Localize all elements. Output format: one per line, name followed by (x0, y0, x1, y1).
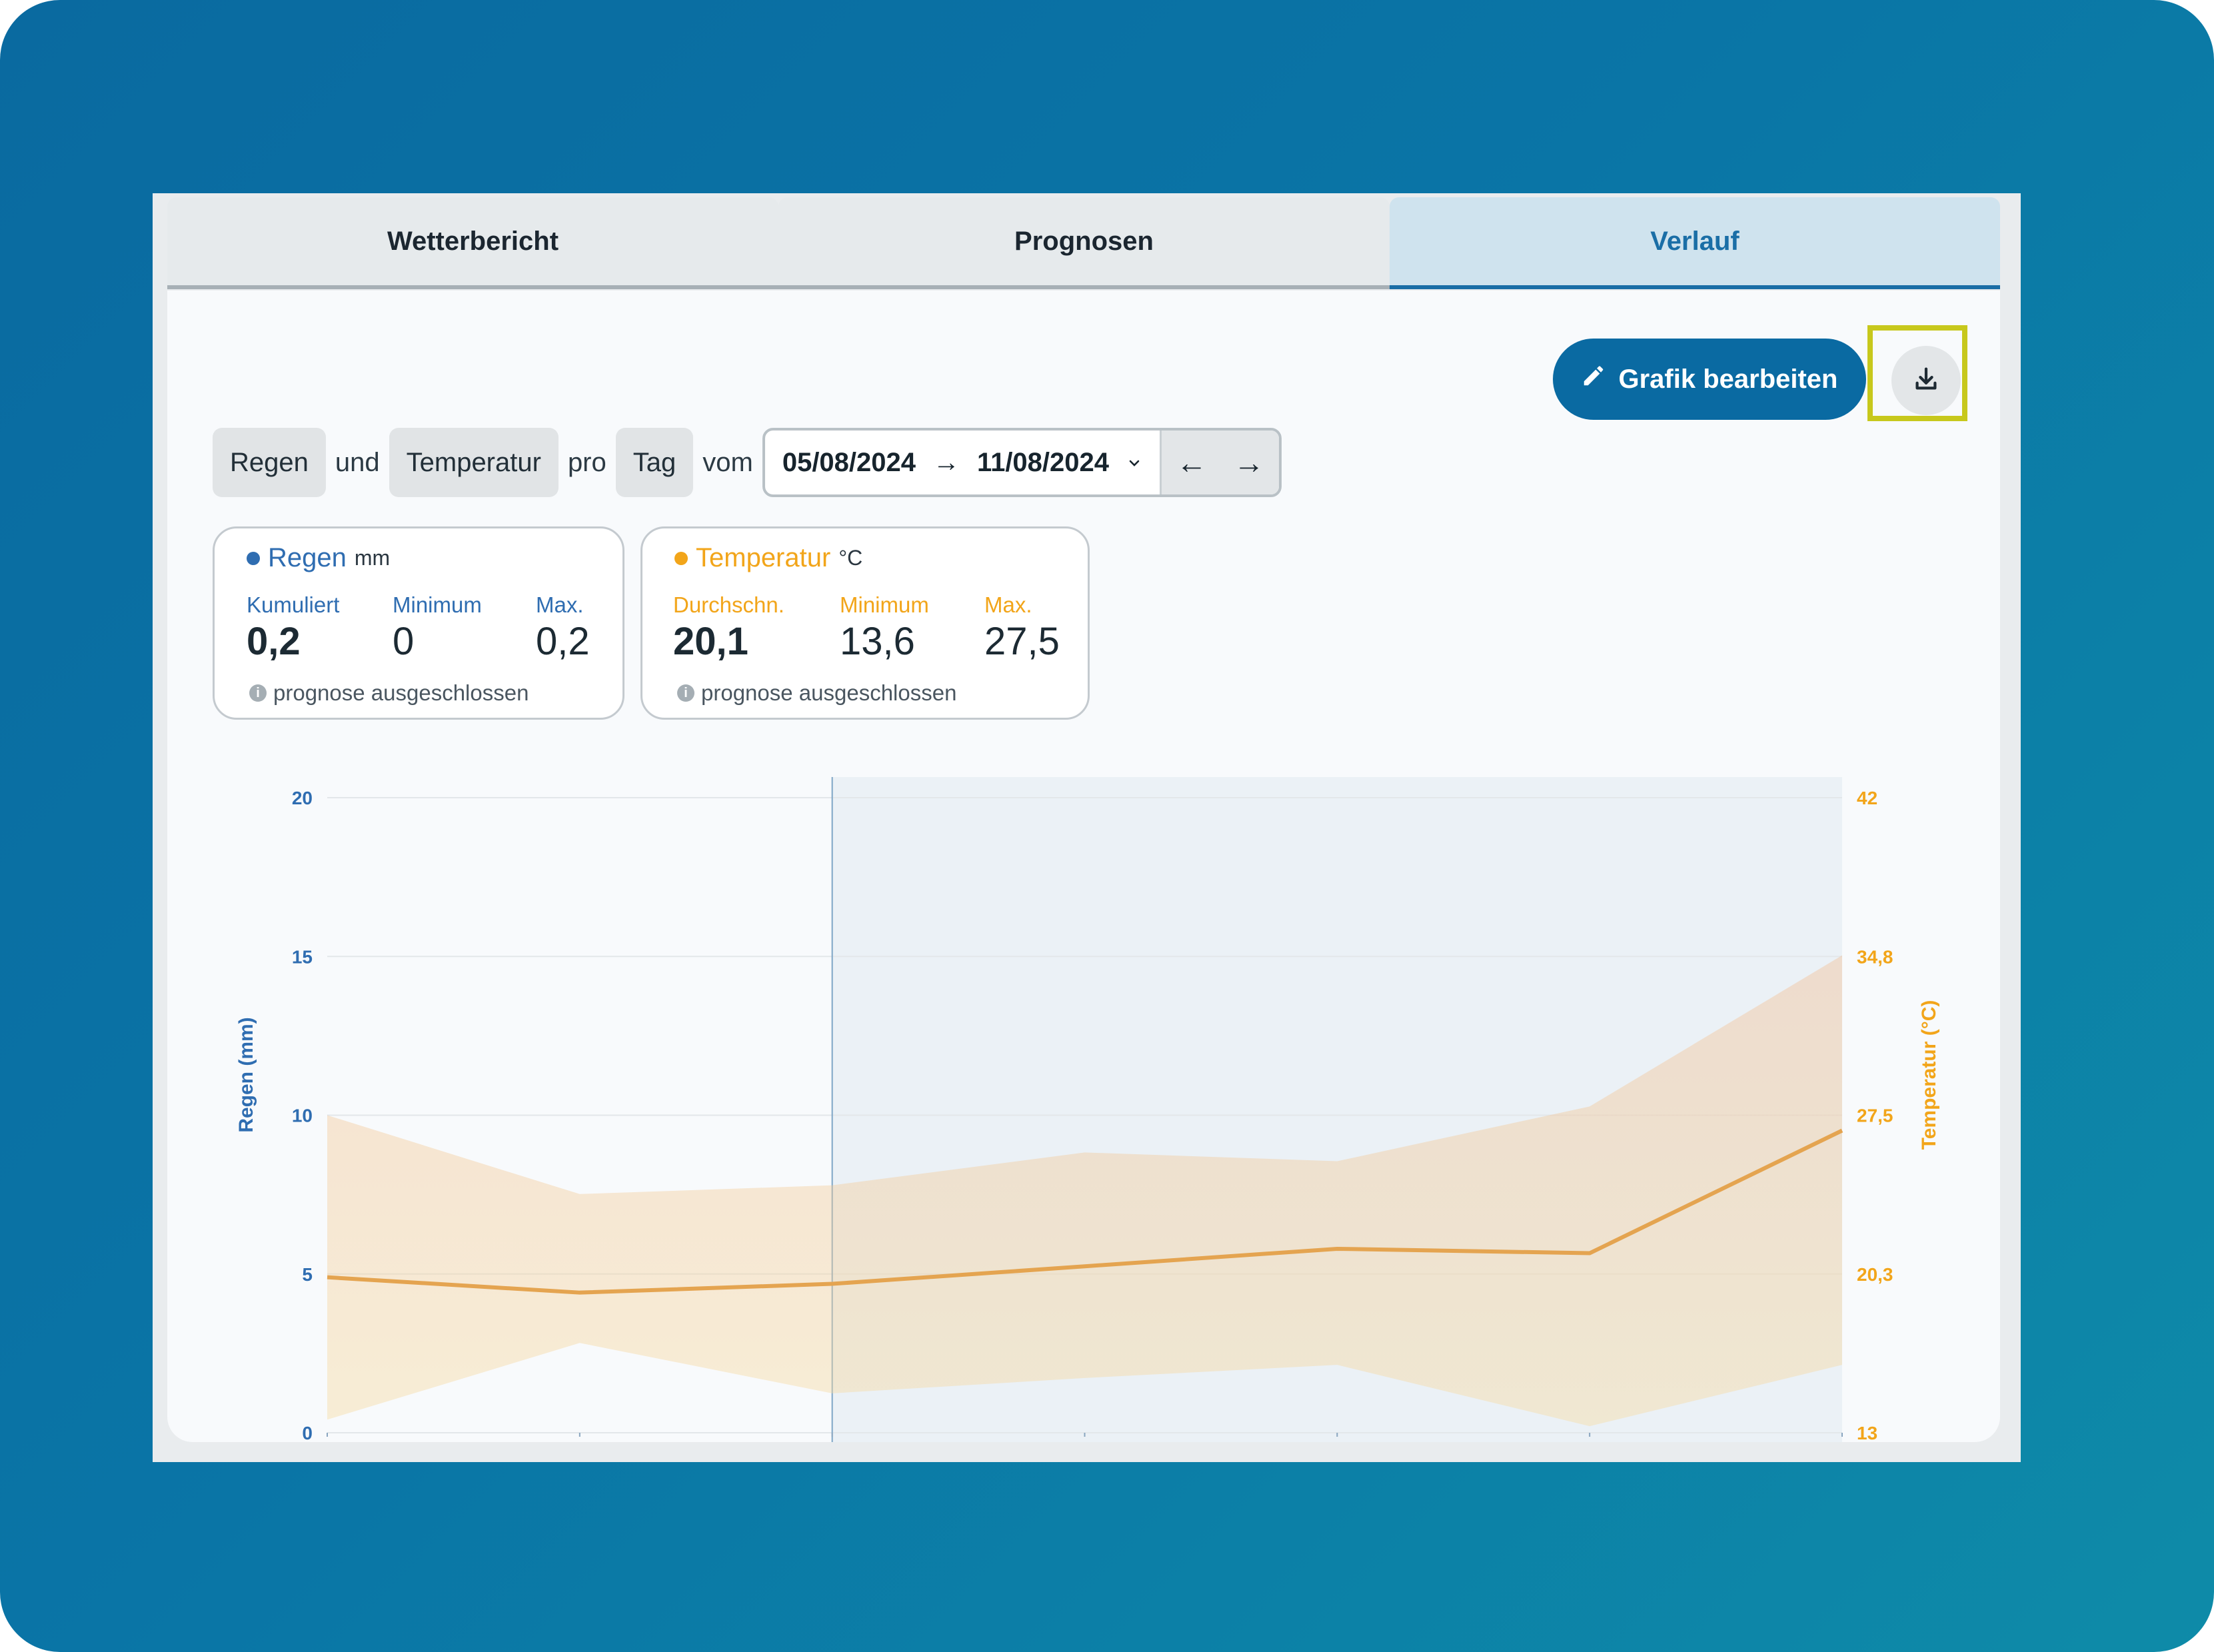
prev-period-button[interactable]: ← (1176, 445, 1208, 480)
metric1-chip[interactable]: Regen (213, 428, 326, 497)
app-screen: Wetterbericht Prognosen Verlauf Grafik b… (153, 193, 2021, 1462)
y-right-tick-label: 13 (1857, 1423, 1877, 1442)
rain-card-unit: mm (354, 546, 391, 570)
chart-selector: Regen und Temperatur pro Tag vom 05/08/2… (213, 428, 1282, 497)
temperature-max-value: 27,5 (984, 620, 1060, 663)
download-icon (1911, 364, 1941, 398)
y-right-tick-label: 20,3 (1857, 1264, 1893, 1285)
rain-card-header: Regen mm (247, 543, 390, 573)
temperature-mean-line (327, 1128, 1843, 1295)
temperature-card-header: Temperatur °C (674, 543, 862, 573)
tab-prognosen[interactable]: Prognosen (778, 197, 1390, 289)
per-word: pro (567, 447, 606, 477)
tab-wetterbericht[interactable]: Wetterbericht (167, 197, 778, 289)
rain-summary-card: Regen mm Kumuliert 0,2 Minimum 0 Max. 0,… (213, 526, 624, 720)
temperature-card-title: Temperatur (696, 543, 831, 572)
y-left-tick-label: 15 (292, 946, 313, 967)
history-panel: Grafik bearbeiten Regen und Temperatur p… (167, 291, 2000, 1442)
date-nav: ← → (1160, 430, 1280, 494)
y-left-tick-label: 10 (292, 1106, 313, 1126)
metric2-chip[interactable]: Temperatur (389, 428, 558, 497)
highlight-box (1867, 325, 1967, 421)
tab-verlauf[interactable]: Verlauf (1390, 197, 2000, 289)
rain-max-value: 0,2 (536, 620, 590, 663)
edit-chart-label: Grafik bearbeiten (1618, 364, 1838, 394)
temperature-stat-minimum: Minimum 13,6 (840, 592, 929, 663)
from-word: vom (702, 447, 753, 477)
download-button[interactable] (1891, 346, 1961, 415)
pencil-icon (1581, 363, 1606, 395)
rain-minimum-value: 0 (393, 620, 415, 663)
temperature-card-unit: °C (838, 546, 863, 570)
rain-stat-cumulated: Kumuliert 0,2 (247, 592, 340, 663)
y-right-tick-label: 34,8 (1857, 946, 1893, 967)
temperature-stat-average: Durchschn. 20,1 (673, 592, 784, 663)
rain-forecast-note: i prognose ausgeschlossen (249, 680, 529, 706)
rain-temperature-chart: 0 5 10 15 20 13 20,3 27,5 34,8 42 Regen (mm) Tempe… (235, 777, 1940, 1442)
temperature-minimum-value: 13,6 (840, 620, 915, 663)
y-left-tick-label: 5 (302, 1264, 313, 1285)
y-left-tick-label: 0 (302, 1423, 313, 1442)
date-range-dropdown[interactable]: 05/08/2024 → 11/08/2024 (765, 448, 1160, 478)
arrow-right-icon: → (933, 447, 960, 477)
rain-stat-minimum: Minimum 0 (393, 592, 482, 663)
chevron-down-icon (1126, 448, 1142, 478)
temperature-average-value: 20,1 (673, 620, 748, 663)
rain-card-title: Regen (268, 543, 347, 572)
info-icon: i (249, 684, 267, 702)
temperature-summary-card: Temperatur °C Durchschn. 20,1 Minimum 13… (640, 526, 1090, 720)
y-right-tick-label: 27,5 (1857, 1106, 1893, 1126)
y-right-tick-label: 42 (1857, 788, 1877, 808)
date-range-picker: 05/08/2024 → 11/08/2024 ← → (762, 428, 1282, 497)
temperature-forecast-note: i prognose ausgeschlossen (677, 680, 956, 706)
info-icon: i (677, 684, 694, 702)
rain-cumulated-value: 0,2 (247, 620, 301, 663)
date-from: 05/08/2024 (782, 447, 916, 477)
y-left-tick-label: 20 (292, 788, 313, 808)
temperature-dot-icon (674, 551, 688, 565)
and-word: und (335, 447, 380, 477)
y-axis-left-label: Regen (mm) (235, 1017, 257, 1132)
period-chip[interactable]: Tag (615, 428, 694, 497)
rain-stat-max: Max. 0,2 (536, 592, 590, 663)
rain-dot-icon (247, 551, 260, 565)
y-axis-right-label: Temperatur (°C) (1918, 1000, 1940, 1150)
edit-chart-button[interactable]: Grafik bearbeiten (1553, 339, 1866, 420)
temperature-range-band (327, 955, 1842, 1427)
next-period-button[interactable]: → (1234, 445, 1265, 480)
temperature-stat-max: Max. 27,5 (984, 592, 1060, 663)
date-to: 11/08/2024 (977, 447, 1110, 477)
tab-bar: Wetterbericht Prognosen Verlauf (167, 197, 2000, 289)
